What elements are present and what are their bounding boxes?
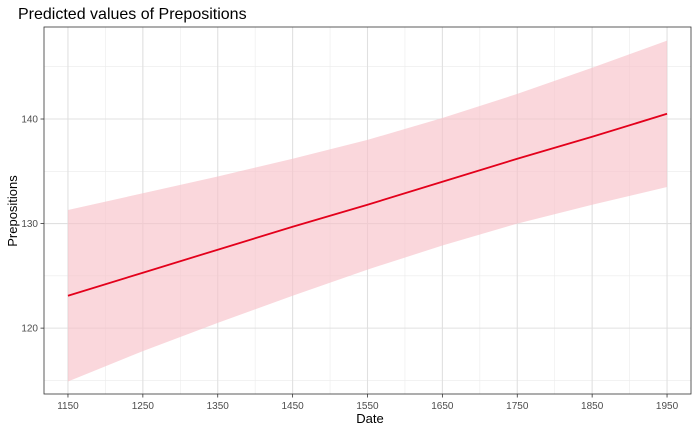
x-tick-label: 1250 (132, 401, 155, 412)
x-tick-label: 1850 (581, 401, 604, 412)
x-tick-label: 1350 (207, 401, 230, 412)
x-tick-label: 1950 (656, 401, 679, 412)
chart-title: Predicted values of Prepositions (18, 6, 247, 23)
x-tick-label: 1750 (506, 401, 529, 412)
x-axis-title: Date (356, 411, 383, 426)
y-axis-title: Prepositions (5, 175, 20, 247)
x-tick-label: 1650 (431, 401, 454, 412)
y-tick-label: 140 (21, 115, 38, 126)
x-tick-label: 1150 (57, 401, 79, 412)
y-tick-label: 130 (21, 219, 38, 230)
y-tick-label: 120 (21, 324, 38, 335)
x-tick-label: 1450 (281, 401, 304, 412)
